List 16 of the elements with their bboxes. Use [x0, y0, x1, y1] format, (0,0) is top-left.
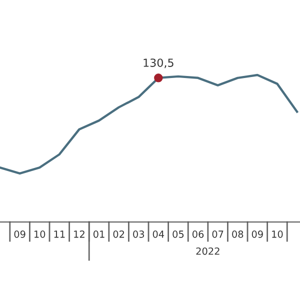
x-tick-label: 04 [152, 230, 164, 238]
x-tick-label: 01 [93, 230, 104, 238]
x-tick-label: 09 [14, 230, 26, 238]
x-tick-label: 10 [34, 230, 46, 238]
x-tick-label: 05 [172, 230, 184, 238]
annotation: 130,5 [144, 58, 174, 68]
x-tick-label: 07 [212, 230, 224, 238]
x-tick-label: 11 [54, 230, 65, 238]
x-tick-label: 02 [113, 230, 124, 238]
x-tick-label: 12 [74, 230, 84, 238]
text: 2022 [196, 247, 220, 255]
x-tick-label: 10 [272, 230, 283, 238]
x-tick-label: 09 [252, 230, 263, 238]
x-tick-label: 06 [192, 230, 204, 238]
x-tick-label: 08 [232, 230, 244, 238]
x-tick-label: 03 [133, 230, 144, 238]
